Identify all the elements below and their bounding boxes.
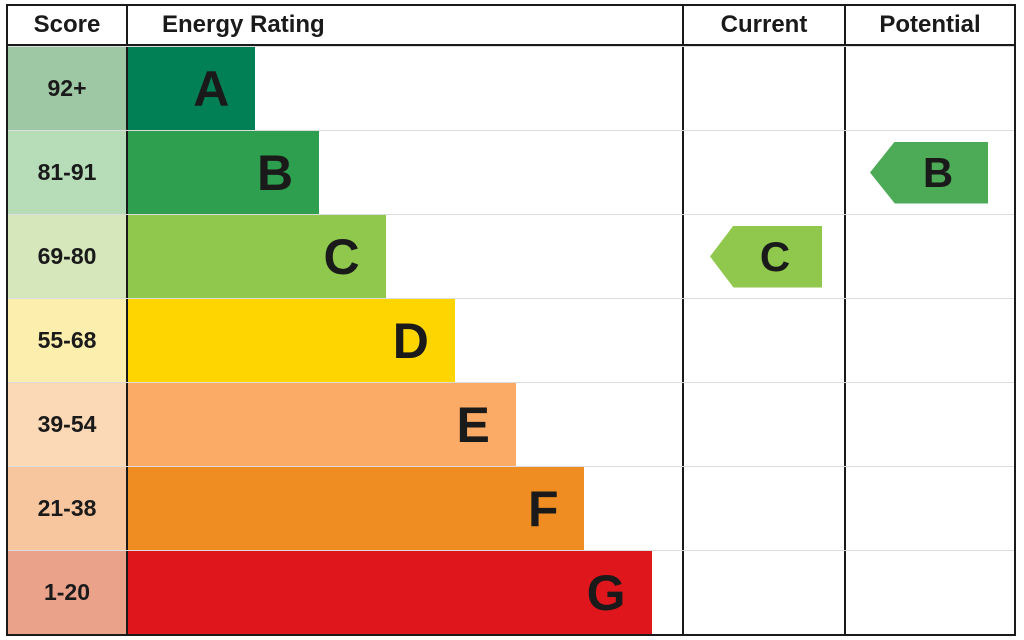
rating-cell-c: C — [128, 215, 684, 298]
band-row-c: 69-80 C C — [8, 214, 1014, 298]
score-range-c: 69-80 — [37, 243, 97, 269]
rating-bar-e: E — [128, 383, 516, 466]
band-letter-c: C — [323, 228, 360, 285]
rating-bar-c: C — [128, 215, 386, 298]
potential-cell-c — [846, 215, 1014, 298]
current-cell-d — [684, 299, 846, 382]
band-row-e: 39-54 E — [8, 382, 1014, 466]
band-letter-e: E — [456, 396, 490, 453]
current-rating-letter: C — [759, 232, 791, 280]
header-potential: Potential — [846, 6, 1014, 44]
score-cell-c: 69-80 — [8, 215, 128, 298]
header-row: Score Energy Rating Current Potential — [8, 6, 1014, 46]
current-rating-arrow: C — [710, 225, 822, 288]
rating-bar-b: B — [128, 131, 320, 214]
band-row-d: 55-68 D — [8, 298, 1014, 382]
score-range-a: 92+ — [47, 75, 87, 101]
score-cell-d: 55-68 — [8, 299, 128, 382]
epc-chart: Score Energy Rating Current Potential 92… — [6, 4, 1016, 636]
band-row-g: 1-20 G — [8, 550, 1014, 634]
score-range-e: 39-54 — [37, 411, 97, 437]
header-score: Score — [8, 6, 128, 44]
current-cell-c: C — [684, 215, 846, 298]
rating-cell-d: D — [128, 299, 684, 382]
score-range-g: 1-20 — [43, 579, 91, 605]
header-energy-rating: Energy Rating — [128, 6, 684, 44]
header-current-label: Current — [720, 11, 808, 38]
band-row-b: 81-91 B B — [8, 130, 1014, 214]
band-letter-a: A — [193, 60, 230, 117]
band-row-f: 21-38 F — [8, 466, 1014, 550]
rating-cell-g: G — [128, 551, 684, 634]
potential-cell-g — [846, 551, 1014, 634]
header-energy-rating-label: Energy Rating — [162, 11, 325, 38]
score-cell-b: 81-91 — [8, 131, 128, 214]
score-range-b: 81-91 — [37, 159, 97, 185]
score-range-f: 21-38 — [37, 495, 97, 521]
rating-cell-e: E — [128, 383, 684, 466]
rating-cell-b: B — [128, 131, 684, 214]
current-cell-a — [684, 47, 846, 130]
header-score-label: Score — [33, 11, 101, 38]
band-letter-g: G — [586, 564, 626, 621]
rating-bar-f: F — [128, 467, 585, 550]
current-cell-g — [684, 551, 846, 634]
rating-cell-a: A — [128, 47, 684, 130]
band-letter-d: D — [392, 312, 429, 369]
potential-cell-b: B — [846, 131, 1014, 214]
band-letter-f: F — [527, 480, 559, 537]
potential-cell-f — [846, 467, 1014, 550]
potential-cell-e — [846, 383, 1014, 466]
current-cell-b — [684, 131, 846, 214]
current-cell-f — [684, 467, 846, 550]
score-cell-f: 21-38 — [8, 467, 128, 550]
band-letter-b: B — [257, 144, 294, 201]
score-range-d: 55-68 — [37, 327, 97, 353]
current-cell-e — [684, 383, 846, 466]
potential-cell-a — [846, 47, 1014, 130]
potential-rating-arrow: B — [870, 141, 988, 204]
potential-cell-d — [846, 299, 1014, 382]
header-potential-label: Potential — [879, 11, 981, 38]
band-row-a: 92+ A — [8, 46, 1014, 130]
score-cell-e: 39-54 — [8, 383, 128, 466]
score-cell-a: 92+ — [8, 47, 128, 130]
header-current: Current — [684, 6, 846, 44]
rating-bar-a: A — [128, 47, 256, 130]
rating-bar-d: D — [128, 299, 455, 382]
potential-rating-letter: B — [922, 148, 954, 196]
rating-cell-f: F — [128, 467, 684, 550]
rating-bar-g: G — [128, 551, 652, 634]
score-cell-g: 1-20 — [8, 551, 128, 634]
